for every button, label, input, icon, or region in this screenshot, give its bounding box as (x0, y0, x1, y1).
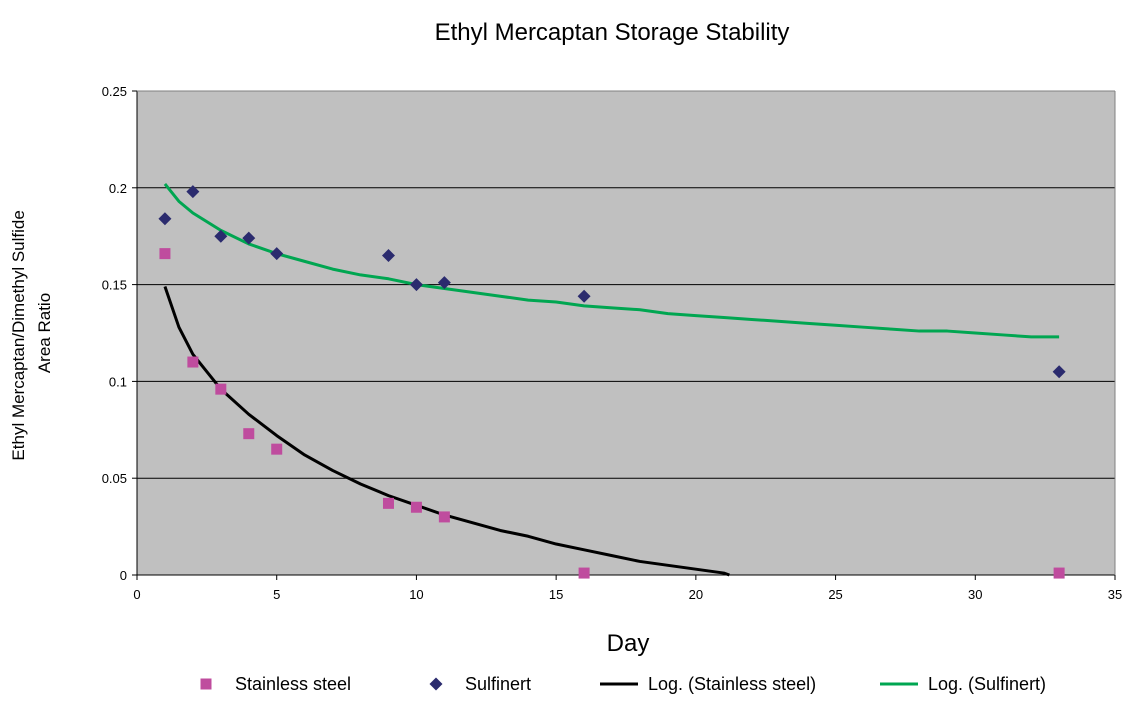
legend-label: Stainless steel (235, 674, 351, 694)
legend-marker-sulfinert (429, 677, 443, 691)
legend-item-log-sulfinert: Log. (Sulfinert) (880, 674, 1046, 694)
axes (132, 90, 1116, 580)
data-point-stainless-steel (578, 567, 590, 579)
x-axis-title: Day (607, 630, 650, 657)
y-tick-label: 0.25 (102, 84, 127, 99)
series-log-sulfinert (163, 182, 1060, 339)
data-point-stainless-steel (159, 248, 171, 260)
svg-text:Ethyl Mercaptan/Dimethyl Sulfi: Ethyl Mercaptan/Dimethyl Sulfide Area Ra… (9, 205, 54, 460)
legend-item-sulfinert: Sulfinert (429, 674, 531, 694)
legend-item-log-stainless-steel: Log. (Stainless steel) (600, 674, 816, 694)
legend-marker-stainless-steel (200, 678, 212, 690)
data-point-sulfinert (242, 231, 256, 245)
data-point-sulfinert (186, 185, 200, 199)
data-point-sulfinert (158, 212, 172, 226)
x-tick-label: 30 (968, 587, 982, 602)
plot-area (137, 91, 1115, 575)
data-point-stainless-steel (382, 497, 394, 509)
series-sulfinert (158, 185, 1066, 379)
y-tick-label: 0.05 (102, 471, 127, 486)
x-tick-label: 20 (689, 587, 703, 602)
data-point-stainless-steel (410, 501, 422, 513)
x-tick-label: 0 (133, 587, 140, 602)
data-point-sulfinert (381, 249, 395, 263)
legend-label: Log. (Sulfinert) (928, 674, 1046, 694)
data-point-sulfinert (1052, 365, 1066, 379)
data-point-stainless-steel (243, 428, 255, 440)
data-point-stainless-steel (271, 443, 283, 455)
tick-labels: 0 5 10 15 20 25 30 35 0 0.05 0.1 0.15 0.2 0.25 (102, 84, 1123, 602)
series (158, 182, 1066, 579)
data-point-sulfinert (409, 278, 423, 292)
y-tick-label: 0.2 (109, 181, 127, 196)
y-tick-label: 0 (120, 568, 127, 583)
data-point-stainless-steel (187, 356, 199, 368)
data-point-sulfinert (214, 229, 228, 243)
data-point-sulfinert (270, 247, 284, 261)
data-point-stainless-steel (438, 511, 450, 523)
data-point-stainless-steel (215, 383, 227, 395)
y-axis-title-line-1: Ethyl Mercaptan/Dimethyl Sulfide (9, 210, 28, 460)
gridlines (137, 90, 1115, 479)
series-stainless-steel (159, 248, 1065, 579)
x-tick-label: 25 (828, 587, 842, 602)
y-tick-label: 0.15 (102, 278, 127, 293)
x-tick-label: 5 (273, 587, 280, 602)
x-tick-label: 10 (409, 587, 423, 602)
data-point-sulfinert (437, 276, 451, 290)
x-tick-label: 15 (549, 587, 563, 602)
legend: Stainless steel Sulfinert Log. (Stainless … (200, 674, 1046, 694)
legend-item-stainless-steel: Stainless steel (200, 674, 351, 694)
data-point-sulfinert (577, 289, 591, 303)
legend-label: Log. (Stainless steel) (648, 674, 816, 694)
chart-title: Ethyl Mercaptan Storage Stability (435, 19, 790, 46)
x-tick-label: 35 (1108, 587, 1122, 602)
y-axis-title-line-2: Area Ratio (35, 293, 54, 373)
legend-label: Sulfinert (465, 674, 531, 694)
data-point-stainless-steel (1053, 567, 1065, 579)
trendline-log-sulfinert (163, 182, 1060, 339)
y-tick-label: 0.1 (109, 374, 127, 389)
y-axis-title: Ethyl Mercaptan/Dimethyl Sulfide Area Ra… (9, 205, 54, 460)
